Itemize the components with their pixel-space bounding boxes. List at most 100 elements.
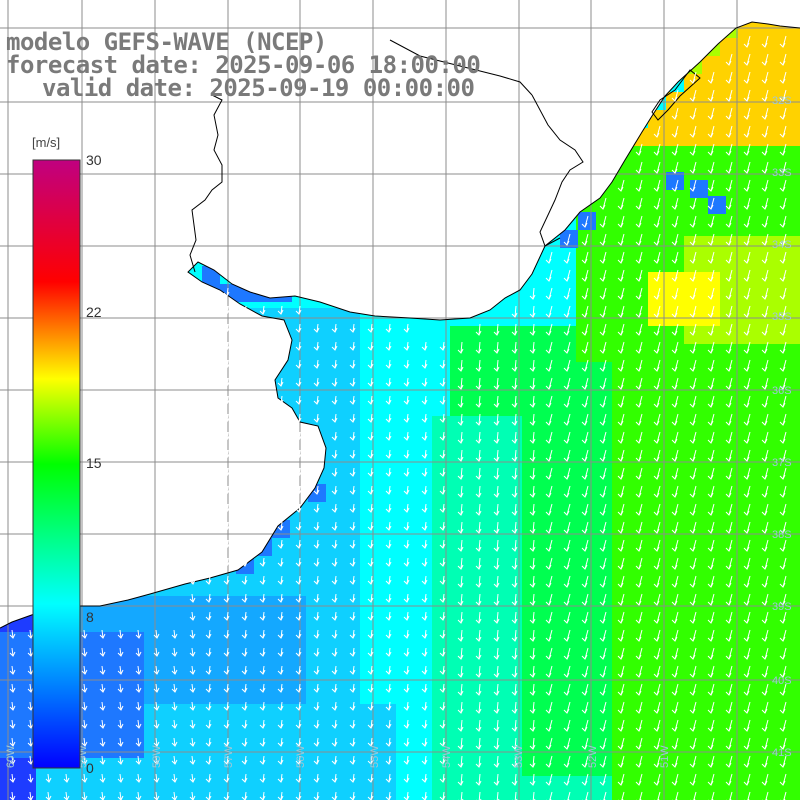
wind-cell (396, 776, 415, 795)
wind-arrow (9, 719, 16, 729)
wind-cell (666, 686, 685, 705)
wind-cell (756, 362, 775, 381)
wind-cell (594, 254, 613, 273)
wind-arrow (563, 359, 571, 372)
wind-arrow (761, 143, 769, 156)
wind-arrow (563, 485, 571, 498)
wind-cell (108, 776, 127, 795)
wind-arrow (331, 395, 338, 405)
wind-cell (612, 200, 631, 219)
wind-cell (648, 776, 667, 795)
wind-cell (666, 344, 685, 363)
wind-arrow (277, 521, 284, 531)
wind-cell (0, 632, 19, 651)
wind-arrow (475, 395, 482, 408)
wind-arrow (529, 629, 536, 642)
wind-cell (90, 794, 109, 800)
wind-cell (576, 758, 595, 777)
wind-arrow (581, 521, 589, 534)
wind-cell (306, 668, 325, 687)
wind-arrow (545, 683, 553, 696)
wind-arrow (743, 359, 751, 372)
wind-arrow (475, 611, 482, 624)
wind-cell (630, 506, 649, 525)
wind-cell (396, 416, 415, 435)
wind-arrow (779, 647, 787, 660)
wind-cell (756, 344, 775, 363)
wind-arrow (689, 503, 697, 516)
wind-cell (18, 668, 37, 687)
wind-arrow (331, 791, 338, 800)
wind-cell (594, 218, 613, 237)
wind-arrow (563, 719, 571, 732)
wind-cell (774, 722, 793, 741)
wind-arrow (367, 647, 374, 657)
wind-arrow (511, 557, 518, 570)
wind-cell (702, 326, 721, 345)
wind-cell (576, 578, 595, 597)
wind-arrow (689, 233, 697, 246)
wind-cell (774, 758, 793, 777)
wind-arrow (421, 755, 428, 765)
wind-arrow (171, 755, 178, 765)
wind-cell (756, 722, 775, 741)
wind-cell (720, 650, 739, 669)
wind-cell (0, 668, 19, 687)
wind-cell (468, 398, 487, 417)
wind-cell (738, 650, 757, 669)
wind-arrow (689, 323, 697, 336)
wind-arrow (671, 647, 679, 660)
wind-arrow (205, 575, 212, 585)
wind-cell (756, 650, 775, 669)
wind-arrow (457, 611, 464, 624)
wind-cell (648, 740, 667, 759)
wind-cell (468, 650, 487, 669)
wind-cell (144, 632, 163, 651)
wind-cell (756, 416, 775, 435)
wind-arrow (563, 737, 571, 750)
wind-cell (432, 794, 451, 800)
wind-cell (756, 686, 775, 705)
wind-cell (324, 776, 343, 795)
wind-arrow (171, 665, 178, 675)
wind-cell (504, 326, 523, 345)
wind-arrow (277, 701, 284, 711)
wind-cell (756, 632, 775, 651)
wind-cell (360, 668, 379, 687)
wind-arrow (457, 593, 464, 606)
wind-arrow (743, 161, 751, 174)
wind-cell (648, 794, 667, 800)
wind-cell (594, 200, 613, 219)
wind-cell (792, 578, 800, 597)
wind-arrow (653, 557, 661, 570)
wind-arrow (81, 665, 88, 675)
wind-arrow (189, 665, 196, 675)
wind-arrow (581, 251, 589, 264)
wind-arrow (367, 503, 374, 513)
wind-arrow (421, 467, 428, 477)
wind-cell (738, 182, 757, 201)
wind-arrow (653, 719, 661, 732)
wind-arrow (635, 539, 643, 552)
wind-arrow (617, 683, 625, 696)
wind-cell (792, 794, 800, 800)
wind-arrow (671, 521, 679, 534)
wind-arrow (189, 611, 196, 621)
longitude-label: 56W (295, 745, 307, 768)
wind-arrow (725, 71, 733, 84)
wind-arrow (743, 593, 751, 606)
wind-cell (720, 416, 739, 435)
wind-arrow (241, 323, 248, 333)
wind-cell (684, 560, 703, 579)
wind-arrow (385, 701, 392, 711)
wind-cell (612, 650, 631, 669)
wind-arrow (743, 413, 751, 426)
wind-cell (414, 758, 433, 777)
wind-arrow (189, 485, 196, 495)
wind-arrow (45, 773, 52, 783)
wind-cell (648, 272, 667, 291)
wind-cell (234, 794, 253, 800)
wind-cell (738, 218, 757, 237)
wind-arrow (599, 197, 607, 210)
wind-cell (666, 398, 685, 417)
